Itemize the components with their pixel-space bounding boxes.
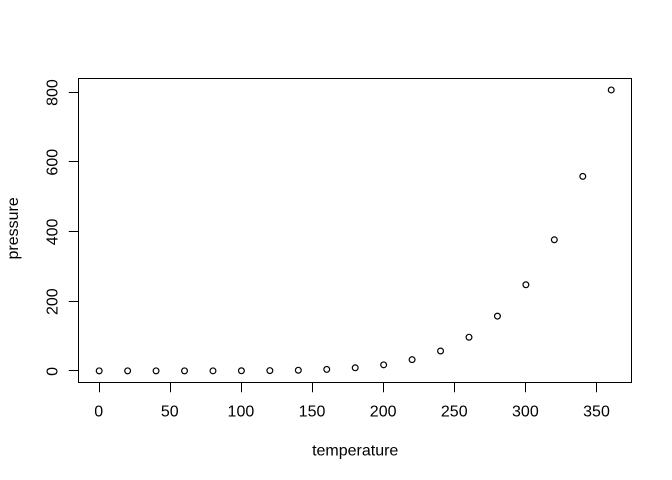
svg-text:600: 600 [44, 149, 61, 176]
svg-text:150: 150 [299, 404, 326, 421]
svg-text:200: 200 [44, 288, 61, 315]
svg-text:50: 50 [161, 404, 179, 421]
svg-text:0: 0 [94, 404, 103, 421]
svg-text:800: 800 [44, 79, 61, 106]
svg-text:400: 400 [44, 219, 61, 246]
svg-text:350: 350 [583, 404, 610, 421]
svg-text:pressure: pressure [5, 197, 22, 259]
svg-text:100: 100 [228, 404, 255, 421]
svg-text:250: 250 [441, 404, 468, 421]
svg-text:300: 300 [512, 404, 539, 421]
svg-text:temperature: temperature [312, 443, 398, 460]
svg-text:200: 200 [370, 404, 397, 421]
svg-text:0: 0 [44, 367, 61, 376]
